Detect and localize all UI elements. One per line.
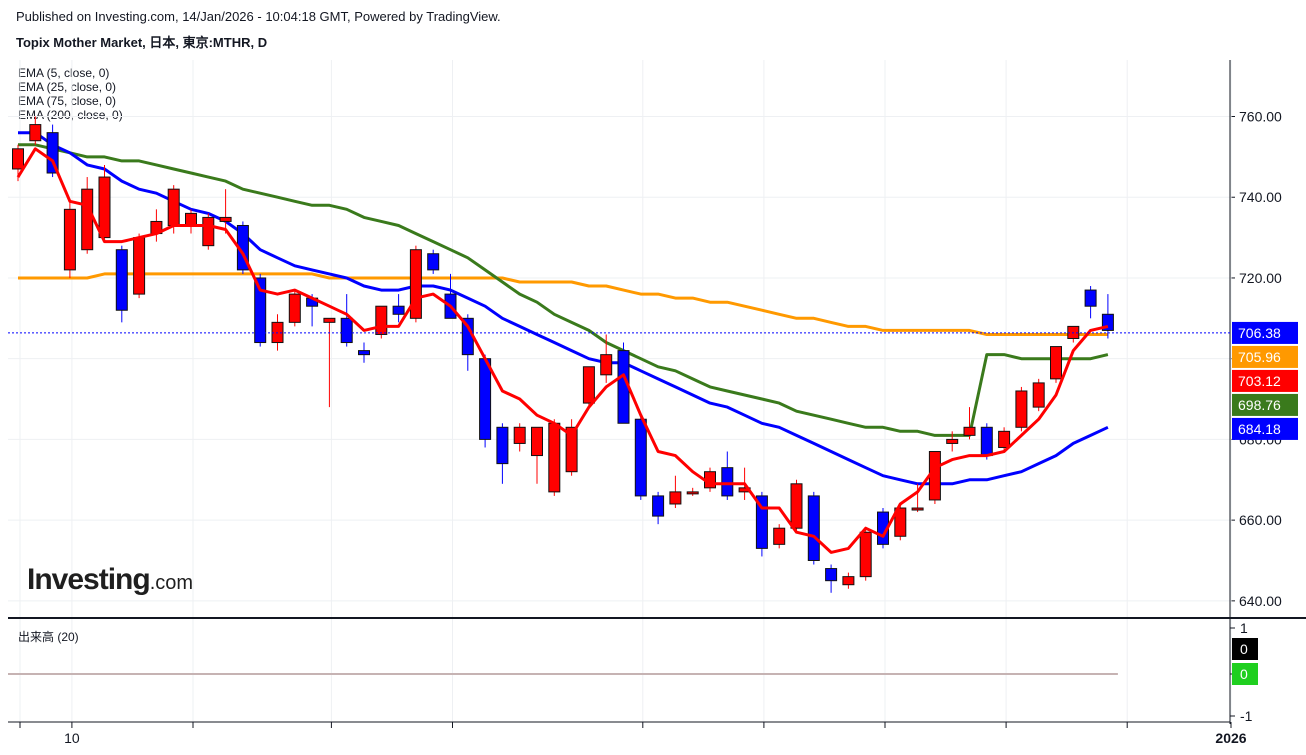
candle-body bbox=[1050, 346, 1062, 380]
candle-body bbox=[859, 531, 872, 578]
legend-ema5[interactable]: EMA (5, close, 0) bbox=[18, 66, 110, 80]
candle-body bbox=[565, 426, 578, 473]
candle-body bbox=[427, 253, 440, 271]
price-badge bbox=[1232, 345, 1298, 368]
candle-body bbox=[911, 507, 924, 511]
candle-body bbox=[98, 176, 111, 239]
volume-badge bbox=[1232, 663, 1258, 685]
candle-body bbox=[790, 483, 803, 529]
candle-body bbox=[634, 418, 647, 497]
candle-body bbox=[358, 350, 370, 356]
published-note: Published on Investing.com, 14/Jan/2026 … bbox=[16, 9, 501, 24]
candle-body bbox=[115, 249, 128, 311]
ema75-line bbox=[18, 143, 1109, 437]
candle-body bbox=[980, 426, 993, 457]
legend-ema25[interactable]: EMA (25, close, 0) bbox=[18, 80, 117, 94]
ema5-line bbox=[16, 147, 1109, 554]
x-tick-label: 10 bbox=[64, 730, 80, 746]
candle-body bbox=[963, 426, 976, 436]
candle-body bbox=[340, 317, 353, 344]
candle-body bbox=[1084, 289, 1097, 307]
candle-body bbox=[755, 495, 768, 549]
y-tick-label: 760.00 bbox=[1239, 109, 1282, 125]
candle-body bbox=[12, 148, 24, 170]
candle-body bbox=[894, 507, 907, 537]
candle-body bbox=[167, 188, 180, 226]
candle-body bbox=[531, 426, 543, 457]
candle-body bbox=[686, 491, 699, 495]
volume-badge bbox=[1232, 638, 1258, 660]
legend-ema200[interactable]: EMA (200, close, 0) bbox=[18, 108, 123, 122]
candle-body bbox=[81, 188, 94, 251]
candle-body bbox=[219, 216, 232, 222]
candle-body bbox=[842, 576, 855, 586]
candle-body bbox=[773, 527, 786, 545]
candle-body bbox=[29, 124, 42, 142]
candle-body bbox=[133, 237, 146, 295]
candle-body bbox=[496, 426, 509, 465]
ema25-line bbox=[18, 131, 1109, 486]
candle-body bbox=[375, 305, 388, 335]
candle-body bbox=[1032, 382, 1045, 408]
candle-body bbox=[185, 212, 197, 226]
candle-body bbox=[202, 216, 215, 247]
price-badge bbox=[1232, 369, 1298, 392]
candle-body bbox=[46, 132, 59, 174]
candle-body bbox=[998, 430, 1011, 448]
price-badge-label: 705.96 bbox=[1238, 349, 1281, 365]
price-badge-label: 703.12 bbox=[1238, 373, 1281, 389]
price-badge-label: 698.76 bbox=[1238, 397, 1281, 413]
vol-tick-label: -1 bbox=[1240, 708, 1253, 724]
candle-body bbox=[1101, 313, 1114, 331]
candle-body bbox=[288, 293, 301, 323]
candle-body bbox=[600, 354, 613, 376]
logo-main: Investing bbox=[27, 563, 151, 596]
candle-body bbox=[652, 495, 665, 517]
candle-body bbox=[582, 366, 595, 404]
price-badge bbox=[1232, 321, 1298, 344]
candle-body bbox=[928, 451, 941, 501]
candle-body bbox=[513, 426, 526, 444]
price-badge bbox=[1232, 417, 1298, 440]
candle-body bbox=[807, 495, 820, 561]
ema200-line bbox=[18, 272, 1108, 336]
candle-body bbox=[825, 568, 838, 582]
investing-logo: Investing.com bbox=[27, 563, 193, 597]
vol-tick-label: 1 bbox=[1240, 620, 1248, 636]
y-tick-label: 660.00 bbox=[1239, 512, 1282, 528]
volume-pane-label: 出来高 (20) bbox=[18, 630, 79, 644]
volume-badge-label: 0 bbox=[1240, 666, 1248, 682]
candle-body bbox=[63, 208, 76, 271]
candle-body bbox=[721, 467, 734, 497]
candle-body bbox=[479, 358, 492, 440]
candle-body bbox=[392, 305, 405, 315]
indicator-legend: EMA (5, close, 0) EMA (25, close, 0) EMA… bbox=[18, 66, 123, 122]
candle-body bbox=[669, 491, 682, 505]
y-tick-label: 640.00 bbox=[1239, 593, 1282, 609]
candles-group bbox=[12, 116, 1114, 593]
volume-badge-label: 0 bbox=[1240, 641, 1248, 657]
candle-body bbox=[946, 438, 959, 444]
legend-ema75[interactable]: EMA (75, close, 0) bbox=[18, 94, 117, 108]
candle-body bbox=[409, 249, 422, 319]
candle-body bbox=[323, 317, 336, 323]
price-badge-label: 706.38 bbox=[1238, 325, 1281, 341]
candle-body bbox=[1015, 390, 1028, 428]
x-tick-label: 2026 bbox=[1215, 730, 1246, 746]
logo-suffix: .com bbox=[149, 572, 194, 594]
price-badge bbox=[1232, 393, 1298, 416]
y-tick-label: 740.00 bbox=[1239, 189, 1282, 205]
candle-body bbox=[548, 422, 561, 493]
candle-body bbox=[254, 277, 267, 344]
y-tick-label: 720.00 bbox=[1239, 270, 1282, 286]
price-badge-label: 684.18 bbox=[1238, 421, 1281, 437]
symbol-title: Topix Mother Market, 日本, 東京:MTHR, D bbox=[16, 35, 268, 50]
